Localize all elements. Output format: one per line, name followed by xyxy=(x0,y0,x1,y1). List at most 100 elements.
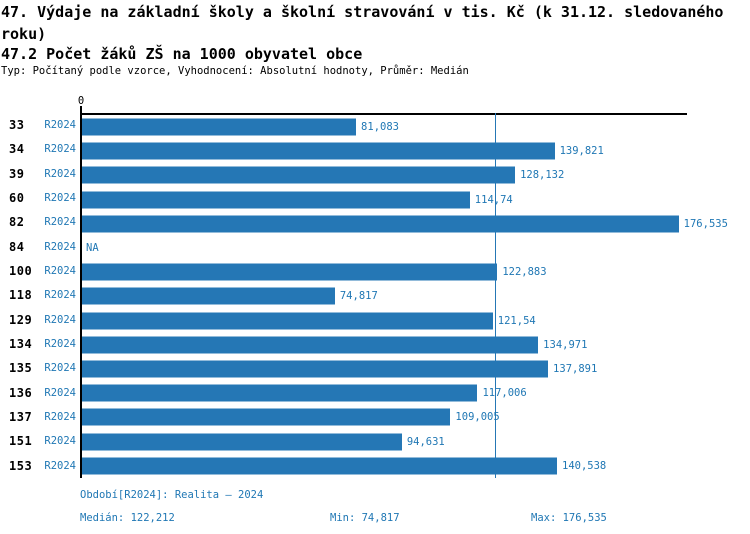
label-row: 33 R2024 xyxy=(0,113,80,137)
row-category-label: 136 xyxy=(9,385,33,400)
category-labels-column: 33 R2024 34 R2024 39 R2024 60 R2024 82 R2024 84 R20… xyxy=(0,113,80,478)
row-period-label: R2024 xyxy=(44,192,76,205)
bar-value-label: 140,538 xyxy=(562,459,607,472)
row-period-label: R2024 xyxy=(44,386,76,399)
row-period-label: R2024 xyxy=(44,411,76,424)
bar-row: 176,535 xyxy=(82,212,728,236)
row-category-label: 135 xyxy=(9,361,33,376)
bar-value-label: 117,006 xyxy=(482,387,527,400)
bar-row: 137,891 xyxy=(82,357,687,381)
chart-subtitle: 47.2 Počet žáků ZŠ na 1000 obyvatel obce xyxy=(1,45,363,63)
row-period-label: R2024 xyxy=(44,216,76,229)
label-row: 151 R2024 xyxy=(0,429,80,453)
row-category-label: 137 xyxy=(9,410,33,425)
row-period-label: R2024 xyxy=(44,167,76,180)
label-row: 136 R2024 xyxy=(0,381,80,405)
row-period-label: R2024 xyxy=(44,240,76,253)
bar-row: 128,132 xyxy=(82,163,687,187)
bar-row: 74,817 xyxy=(82,284,687,308)
footer-min: Min: 74,817 xyxy=(330,512,400,524)
bar-value-label: 128,132 xyxy=(520,169,565,182)
bar-row: 94,631 xyxy=(82,429,687,453)
bar-row: 109,005 xyxy=(82,405,687,429)
label-row: 118 R2024 xyxy=(0,283,80,307)
bar xyxy=(82,166,516,184)
row-period-label: R2024 xyxy=(44,338,76,351)
bar xyxy=(82,142,555,160)
footer-period: Období[R2024]: Realita – 2024 xyxy=(80,489,264,501)
bar xyxy=(82,312,493,330)
label-row: 137 R2024 xyxy=(0,405,80,429)
row-period-label: R2024 xyxy=(44,289,76,302)
label-row: 60 R2024 xyxy=(0,186,80,210)
row-period-label: R2024 xyxy=(44,143,76,156)
bar-value-label: NA xyxy=(86,242,99,255)
row-category-label: 151 xyxy=(9,434,33,449)
label-row: 39 R2024 xyxy=(0,162,80,186)
bar xyxy=(82,215,679,233)
bar-row: 114,74 xyxy=(82,188,687,212)
bar-value-label: 114,74 xyxy=(474,193,513,206)
bar-row: 81,083 xyxy=(82,115,687,139)
bar xyxy=(82,384,478,402)
row-period-label: R2024 xyxy=(44,265,76,278)
row-category-label: 34 xyxy=(9,142,25,157)
bar-row: 121,54 xyxy=(82,309,687,333)
bar-row: 139,821 xyxy=(82,139,687,163)
label-row: 129 R2024 xyxy=(0,308,80,332)
bar-value-label: 176,535 xyxy=(683,217,728,230)
bar-value-label: 122,883 xyxy=(502,266,547,279)
row-category-label: 84 xyxy=(9,239,25,254)
row-period-label: R2024 xyxy=(44,362,76,375)
bar-value-label: 134,971 xyxy=(543,338,588,351)
bar-row: 134,971 xyxy=(82,333,687,357)
bar xyxy=(82,118,357,136)
bar xyxy=(82,263,498,281)
label-row: 84 R2024 xyxy=(0,235,80,259)
row-category-label: 33 xyxy=(9,118,25,133)
label-row: 135 R2024 xyxy=(0,356,80,380)
row-category-label: 129 xyxy=(9,312,33,327)
row-period-label: R2024 xyxy=(44,459,76,472)
row-period-label: R2024 xyxy=(44,313,76,326)
row-category-label: 134 xyxy=(9,337,33,352)
x-axis-zero-label: 0 xyxy=(77,95,85,107)
bar xyxy=(82,287,335,305)
plot-area: 81,083 139,821 128,132 114,74 176,535 NA 122,8… xyxy=(80,113,728,478)
chart-title: 47. Výdaje na základní školy a školní st… xyxy=(1,3,724,43)
bar-row: 117,006 xyxy=(82,381,687,405)
footer-max: Max: 176,535 xyxy=(531,512,607,524)
row-category-label: 60 xyxy=(9,191,25,206)
bar-row: 122,883 xyxy=(82,260,687,284)
bar-row: 140,538 xyxy=(82,454,687,478)
bar-row: NA xyxy=(82,236,687,260)
label-row: 153 R2024 xyxy=(0,454,80,478)
chart-meta: Typ: Počítaný podle vzorce, Vyhodnocení:… xyxy=(1,65,469,77)
bar-value-label: 121,54 xyxy=(497,314,536,327)
bar xyxy=(82,336,539,354)
label-row: 100 R2024 xyxy=(0,259,80,283)
bar-value-label: 74,817 xyxy=(339,290,378,303)
label-row: 34 R2024 xyxy=(0,137,80,161)
row-period-label: R2024 xyxy=(44,435,76,448)
label-row: 82 R2024 xyxy=(0,210,80,234)
x-axis-zero-tick xyxy=(80,106,82,113)
row-category-label: 100 xyxy=(9,264,33,279)
bar-value-label: 139,821 xyxy=(559,145,604,158)
bar-value-label: 94,631 xyxy=(406,435,445,448)
bar-value-label: 109,005 xyxy=(455,411,500,424)
label-row: 134 R2024 xyxy=(0,332,80,356)
median-line xyxy=(495,113,497,478)
footer-median: Medián: 122,212 xyxy=(80,512,175,524)
row-period-label: R2024 xyxy=(44,119,76,132)
row-category-label: 39 xyxy=(9,166,25,181)
row-category-label: 82 xyxy=(9,215,25,230)
bar xyxy=(82,191,470,209)
row-category-label: 153 xyxy=(9,458,33,473)
bar xyxy=(82,457,557,475)
bar xyxy=(82,408,451,426)
bar-value-label: 81,083 xyxy=(361,121,399,134)
bar xyxy=(82,433,402,451)
row-category-label: 118 xyxy=(9,288,33,303)
